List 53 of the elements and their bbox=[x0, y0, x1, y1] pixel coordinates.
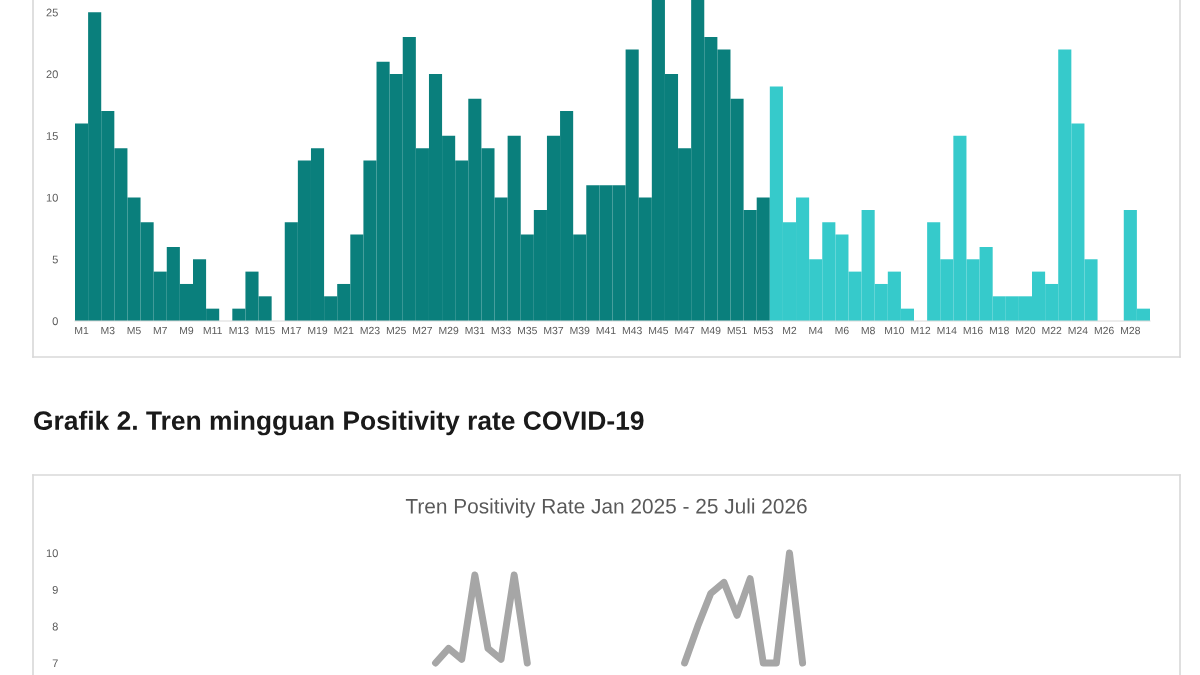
y-tick-label: 7 bbox=[52, 659, 58, 668]
text: Grafik 2. Tren mingguan Positivity rate COVID-19 bbox=[34, 410, 644, 436]
x-tick-label: M37 bbox=[544, 326, 564, 335]
x-tick-label: M2 bbox=[783, 326, 797, 335]
x-tick-label: M19 bbox=[308, 326, 328, 335]
y-tick-label: 10 bbox=[46, 549, 58, 558]
x-tick-label: M17 bbox=[282, 326, 301, 335]
y-tick-label: 9 bbox=[52, 585, 58, 594]
x-tick-label: M9 bbox=[180, 326, 194, 335]
x-tick-label: M10 bbox=[885, 326, 905, 335]
x-tick-label: M41 bbox=[596, 326, 616, 335]
x-tick-label: M24 bbox=[1068, 326, 1088, 335]
x-tick-label: M14 bbox=[937, 326, 957, 335]
x-tick-label: M6 bbox=[835, 326, 849, 335]
x-tick-label: M53 bbox=[753, 326, 773, 335]
x-tick-label: M16 bbox=[963, 326, 983, 335]
x-tick-label: M21 bbox=[334, 326, 354, 335]
x-tick-label: M33 bbox=[491, 326, 511, 335]
x-tick-label: M20 bbox=[1016, 326, 1036, 335]
x-tick-label: M39 bbox=[570, 326, 590, 335]
x-tick-label: M5 bbox=[127, 326, 141, 335]
x-tick-label: M4 bbox=[809, 326, 823, 335]
x-tick-label: M22 bbox=[1042, 326, 1062, 335]
x-tick-label: M28 bbox=[1121, 326, 1141, 335]
x-tick-label: M25 bbox=[386, 326, 406, 335]
x-tick-label: M31 bbox=[465, 326, 485, 335]
x-tick-label: M47 bbox=[675, 326, 695, 335]
y-tick-label: 25 bbox=[46, 8, 58, 17]
x-tick-label: M12 bbox=[911, 326, 931, 335]
y-tick-label: 5 bbox=[52, 255, 58, 264]
x-tick-label: M29 bbox=[439, 326, 459, 335]
chart-title: Tren Positivity Rate Jan 2025 - 25 Juli 2026 bbox=[405, 498, 807, 518]
x-tick-label: M15 bbox=[255, 326, 275, 335]
x-tick-label: M26 bbox=[1094, 326, 1114, 335]
x-tick-label: M27 bbox=[413, 326, 433, 335]
x-tick-label: M1 bbox=[75, 326, 89, 335]
x-tick-label: M18 bbox=[989, 326, 1009, 335]
y-tick-label: 10 bbox=[46, 193, 58, 202]
x-tick-label: M23 bbox=[360, 326, 380, 335]
x-tick-label: M11 bbox=[203, 326, 222, 335]
x-tick-label: M8 bbox=[861, 326, 875, 335]
y-tick-label: 8 bbox=[52, 622, 58, 631]
x-tick-label: M3 bbox=[101, 326, 115, 335]
x-tick-label: M43 bbox=[622, 326, 642, 335]
y-tick-label: 20 bbox=[46, 70, 58, 79]
y-tick-label: 0 bbox=[52, 317, 58, 326]
x-tick-label: M49 bbox=[701, 326, 721, 335]
x-tick-label: M45 bbox=[649, 326, 669, 335]
x-tick-label: M7 bbox=[153, 326, 167, 335]
x-tick-label: M13 bbox=[229, 326, 249, 335]
x-tick-label: M51 bbox=[727, 326, 747, 335]
y-tick-label: 15 bbox=[46, 132, 58, 140]
x-tick-label: M35 bbox=[518, 326, 537, 335]
